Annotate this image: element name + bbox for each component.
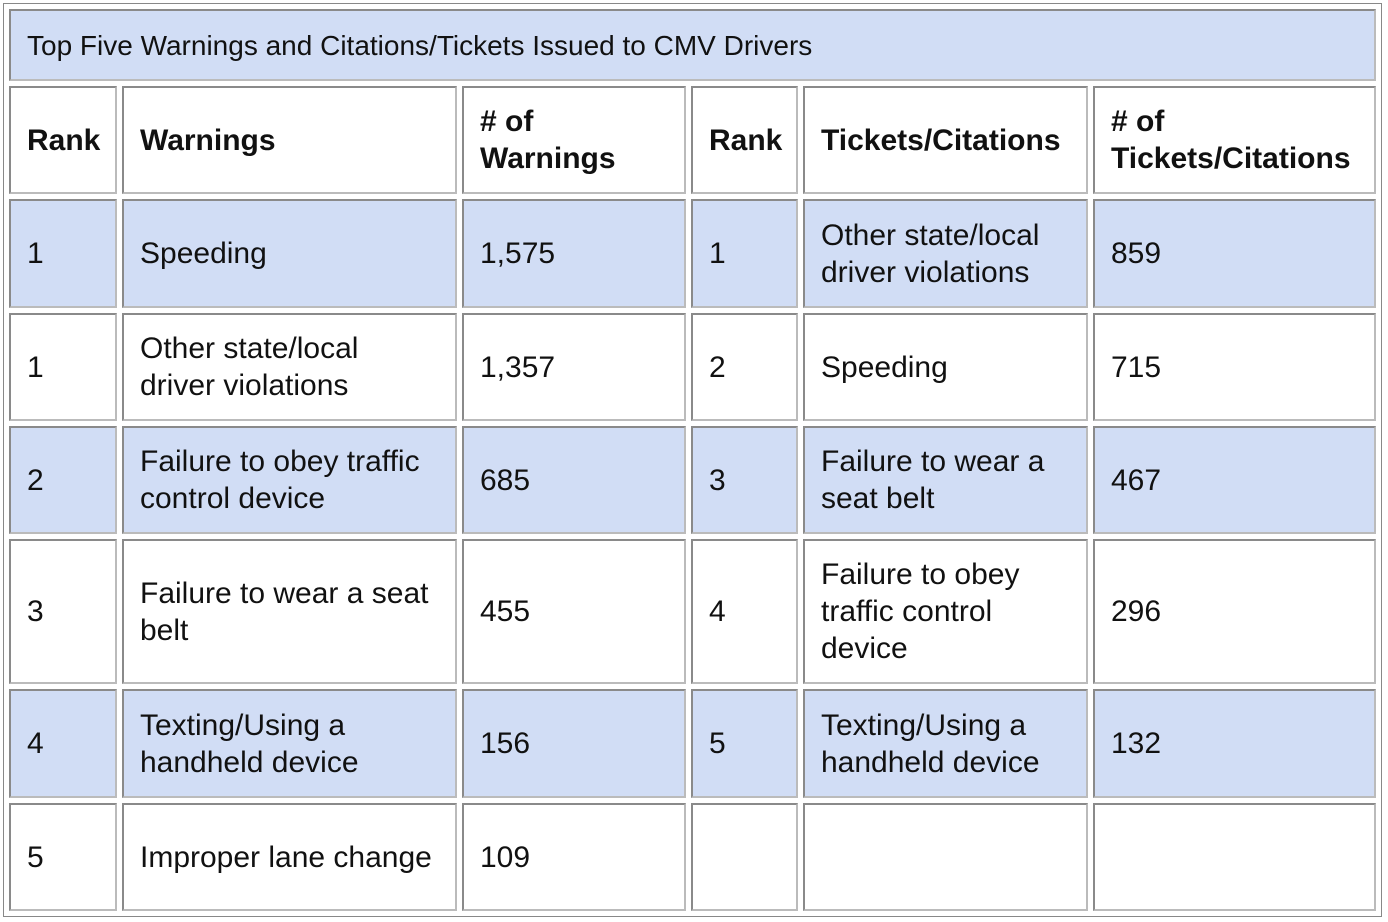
table-body: Top Five Warnings and Citations/Tickets … <box>9 9 1376 911</box>
table-cell: Failure to obey traffic control device <box>803 539 1088 684</box>
table-row: 2 Failure to obey traffic control device 6… <box>9 426 1376 534</box>
table-cell: 3 <box>691 426 798 534</box>
header-cell: Rank <box>691 86 798 194</box>
table-cell: Improper lane change <box>122 803 457 911</box>
table-cell: 1 <box>691 199 798 308</box>
table-cell: Speeding <box>803 313 1088 421</box>
empty-cell <box>691 803 798 911</box>
table-cell: Texting/Using a handheld device <box>122 689 457 798</box>
header-cell: Rank <box>9 86 117 194</box>
table-cell: 4 <box>9 689 117 798</box>
header-cell: # of Warnings <box>462 86 686 194</box>
data-table: Top Five Warnings and Citations/Tickets … <box>3 3 1382 917</box>
table-row: 5 Improper lane change 109 <box>9 803 1376 911</box>
table-cell: 685 <box>462 426 686 534</box>
table-cell: Other state/local driver violations <box>803 199 1088 308</box>
table-cell: 4 <box>691 539 798 684</box>
table-cell: 156 <box>462 689 686 798</box>
title-row: Top Five Warnings and Citations/Tickets … <box>9 9 1376 81</box>
table-cell: 5 <box>691 689 798 798</box>
table-cell: 1,575 <box>462 199 686 308</box>
table-cell: 455 <box>462 539 686 684</box>
table-cell: Other state/local driver violations <box>122 313 457 421</box>
table-cell: 859 <box>1093 199 1376 308</box>
table-cell: Speeding <box>122 199 457 308</box>
table-row: 1 Speeding 1,575 1 Other state/local driver … <box>9 199 1376 308</box>
table-cell: Failure to wear a seat belt <box>122 539 457 684</box>
empty-cell <box>1093 803 1376 911</box>
table-cell: 2 <box>691 313 798 421</box>
table-cell: Failure to wear a seat belt <box>803 426 1088 534</box>
table-cell: 3 <box>9 539 117 684</box>
table-cell: 296 <box>1093 539 1376 684</box>
table-cell: 467 <box>1093 426 1376 534</box>
table-cell: 109 <box>462 803 686 911</box>
table-cell: 5 <box>9 803 117 911</box>
table-cell: 2 <box>9 426 117 534</box>
table-row: 4 Texting/Using a handheld device 156 5 Text… <box>9 689 1376 798</box>
empty-cell <box>803 803 1088 911</box>
header-row: Rank Warnings # of Warnings Rank Tickets/Cit… <box>9 86 1376 194</box>
table-cell: Failure to obey traffic control device <box>122 426 457 534</box>
header-cell: Warnings <box>122 86 457 194</box>
table-title: Top Five Warnings and Citations/Tickets … <box>9 9 1376 81</box>
table-cell: 1,357 <box>462 313 686 421</box>
header-cell: # of Tickets/Citations <box>1093 86 1376 194</box>
table-cell: 132 <box>1093 689 1376 798</box>
table-cell: 1 <box>9 199 117 308</box>
table-cell: 715 <box>1093 313 1376 421</box>
table-row: 1 Other state/local driver violations 1,35… <box>9 313 1376 421</box>
table-cell: Texting/Using a handheld device <box>803 689 1088 798</box>
table-cell: 1 <box>9 313 117 421</box>
header-cell: Tickets/Citations <box>803 86 1088 194</box>
table-row: 3 Failure to wear a seat belt 455 4 Failure … <box>9 539 1376 684</box>
